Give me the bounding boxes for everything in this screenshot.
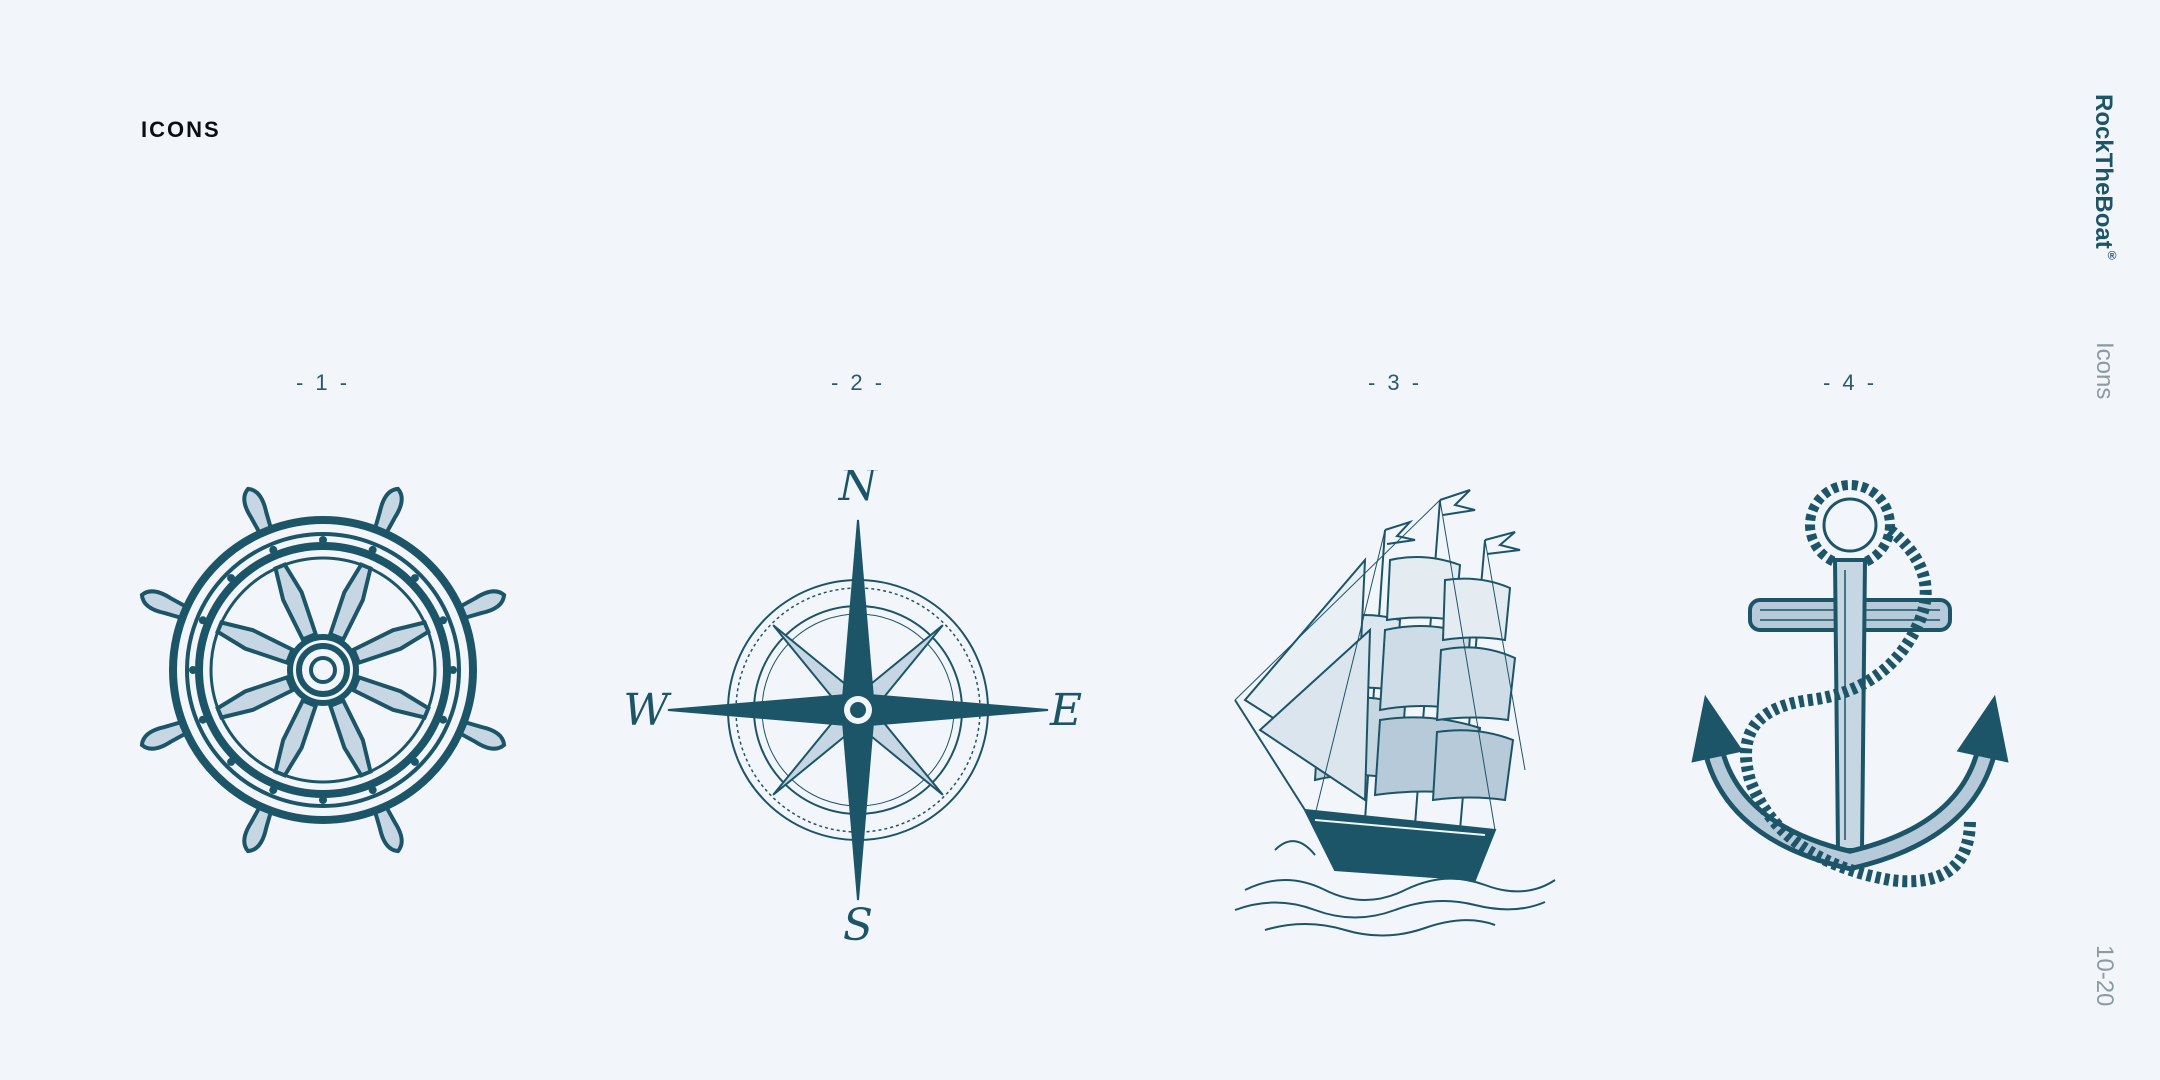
wheel-rivet bbox=[189, 666, 197, 674]
compass-rose-icon: N S E W bbox=[623, 470, 1082, 950]
compass-north-letter: N bbox=[838, 470, 879, 511]
icon-card-ship: - 3 - bbox=[1155, 370, 1635, 970]
anchor-icon bbox=[1691, 480, 2009, 888]
ship-wheel-icon bbox=[139, 486, 507, 854]
wheel-spoke bbox=[351, 589, 507, 666]
wheel-rivet bbox=[319, 536, 327, 544]
wheel-rivet bbox=[368, 545, 377, 554]
page-title: ICONS bbox=[141, 117, 221, 142]
wheel-rivet bbox=[449, 666, 457, 674]
wheel-rivet bbox=[198, 616, 207, 625]
section-label: Icons bbox=[2091, 342, 2118, 400]
wheel-rivet bbox=[439, 715, 448, 724]
compass-point bbox=[840, 519, 876, 721]
page-number: 10-20 bbox=[2091, 945, 2118, 1007]
wheel-spoke bbox=[242, 486, 319, 642]
compass-point bbox=[847, 692, 1049, 728]
side-rail: RockTheBoat® Icons 10-20 bbox=[2084, 0, 2124, 1080]
wheel-rivet bbox=[269, 786, 278, 795]
icon-number: - 3 - bbox=[1367, 370, 1423, 395]
wheel-rivet bbox=[269, 545, 278, 554]
wheel-spoke bbox=[139, 674, 295, 751]
wheel-rivet bbox=[227, 757, 236, 766]
wheel-spoke bbox=[351, 674, 507, 751]
brand-text: RockTheBoat bbox=[2090, 94, 2117, 249]
icon-card-wheel: - 1 - bbox=[83, 370, 563, 970]
icon-card-anchor: - 4 - bbox=[1610, 370, 2090, 970]
wheel-rivet bbox=[439, 616, 448, 625]
wheel-rivet bbox=[319, 796, 327, 804]
sailing-ship-icon bbox=[1234, 489, 1556, 937]
icon-number: - 4 - bbox=[1822, 370, 1878, 395]
icon-number: - 2 - bbox=[830, 370, 886, 395]
brand-name: RockTheBoat® bbox=[2089, 94, 2119, 263]
compass-south-letter: S bbox=[843, 900, 873, 950]
wheel-spoke bbox=[327, 486, 404, 642]
brand-registered-mark: ® bbox=[2105, 248, 2119, 263]
wheel-rivet bbox=[198, 715, 207, 724]
compass-point bbox=[667, 692, 869, 728]
compass-west-letter: W bbox=[623, 685, 672, 736]
wheel-rivet bbox=[368, 786, 377, 795]
wheel-rivet bbox=[410, 574, 419, 583]
wheel-rivet bbox=[227, 574, 236, 583]
icon-card-compass: - 2 - N S E W bbox=[618, 370, 1098, 970]
wheel-spoke bbox=[242, 698, 319, 854]
compass-east-letter: E bbox=[1049, 685, 1082, 736]
compass-point bbox=[840, 699, 876, 901]
wheel-spoke bbox=[139, 589, 295, 666]
icon-number: - 1 - bbox=[295, 370, 351, 395]
wheel-rivet bbox=[410, 757, 419, 766]
wheel-spoke bbox=[327, 698, 404, 854]
